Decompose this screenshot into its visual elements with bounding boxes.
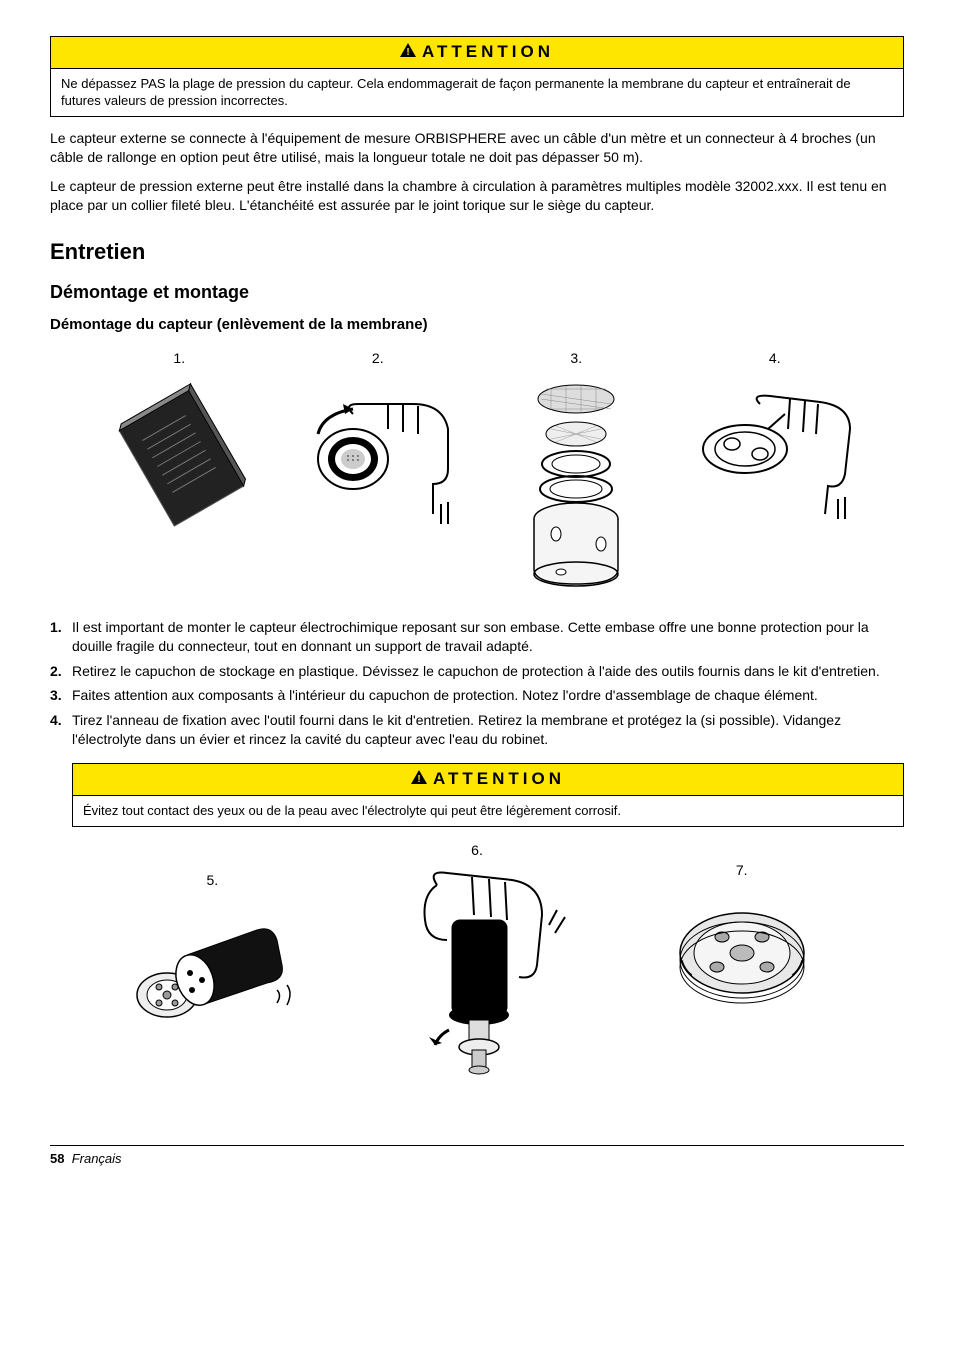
- figure-5-illustration: [117, 895, 307, 1035]
- attention-box-1: ! ATTENTION Ne dépassez PAS la plage de …: [50, 36, 904, 117]
- step-text: Il est important de monter le capteur él…: [72, 618, 904, 656]
- steps-list-1: 1.Il est important de monter le capteur …: [50, 618, 904, 749]
- step-item: 4.Tirez l'anneau de fixation avec l'outi…: [50, 711, 904, 749]
- figure-cell-6: 6.: [345, 841, 610, 1086]
- figure-cell-5: 5.: [80, 841, 345, 1036]
- figure-cell-3: 3.: [477, 349, 676, 594]
- figure-row-2: 5. 6.: [50, 841, 904, 1086]
- step-item: 1.Il est important de monter le capteur …: [50, 618, 904, 656]
- figure-num-1: 1.: [80, 349, 279, 368]
- step-index: 4.: [50, 711, 72, 749]
- page-number: 58: [50, 1151, 64, 1166]
- figure-num-7: 7.: [609, 861, 874, 880]
- step-item: 2.Retirez le capuchon de stockage en pla…: [50, 662, 904, 681]
- figure-2-illustration: [293, 374, 463, 534]
- page-language: Français: [72, 1151, 122, 1166]
- attention-body-1: Ne dépassez PAS la plage de pression du …: [51, 69, 903, 116]
- attention-box-2: ! ATTENTION Évitez tout contact des yeux…: [72, 763, 904, 826]
- paragraph-2: Le capteur de pression externe peut être…: [50, 177, 904, 215]
- attention-header-2: ! ATTENTION: [73, 764, 903, 796]
- figure-7-illustration: [657, 885, 827, 1025]
- figure-6-illustration: [377, 865, 577, 1085]
- step-index: 2.: [50, 662, 72, 681]
- warning-triangle-icon: !: [411, 769, 427, 791]
- paragraph-1: Le capteur externe se connecte à l'équip…: [50, 129, 904, 167]
- svg-text:!: !: [406, 47, 409, 57]
- attention-label-2: ATTENTION: [433, 769, 565, 788]
- attention-label-1: ATTENTION: [422, 42, 554, 61]
- warning-triangle-icon: !: [400, 42, 416, 64]
- subsection-title: Démontage et montage: [50, 280, 904, 304]
- step-index: 3.: [50, 686, 72, 705]
- figure-num-6: 6.: [345, 841, 610, 860]
- figure-cell-7: 7.: [609, 841, 874, 1026]
- figure-3-illustration: [501, 374, 651, 594]
- figure-4-illustration: [690, 374, 860, 534]
- figure-1-illustration: [109, 374, 249, 534]
- figure-num-4: 4.: [676, 349, 875, 368]
- step-text: Retirez le capuchon de stockage en plast…: [72, 662, 904, 681]
- attention-header-1: ! ATTENTION: [51, 37, 903, 69]
- figure-row-1: 1. 2.: [50, 349, 904, 594]
- step-text: Faites attention aux composants à l'inté…: [72, 686, 904, 705]
- figure-num-3: 3.: [477, 349, 676, 368]
- subsub-title: Démontage du capteur (enlèvement de la m…: [50, 315, 904, 335]
- section-title: Entretien: [50, 237, 904, 267]
- attention-body-2: Évitez tout contact des yeux ou de la pe…: [73, 796, 903, 826]
- figure-cell-2: 2.: [279, 349, 478, 534]
- step-item: 3.Faites attention aux composants à l'in…: [50, 686, 904, 705]
- figure-num-2: 2.: [279, 349, 478, 368]
- step-text: Tirez l'anneau de fixation avec l'outil …: [72, 711, 904, 749]
- svg-text:!: !: [417, 774, 420, 784]
- page-footer: 58 Français: [50, 1150, 904, 1168]
- figure-cell-4: 4.: [676, 349, 875, 534]
- step-index: 1.: [50, 618, 72, 656]
- figure-cell-1: 1.: [80, 349, 279, 534]
- figure-num-5: 5.: [80, 871, 345, 890]
